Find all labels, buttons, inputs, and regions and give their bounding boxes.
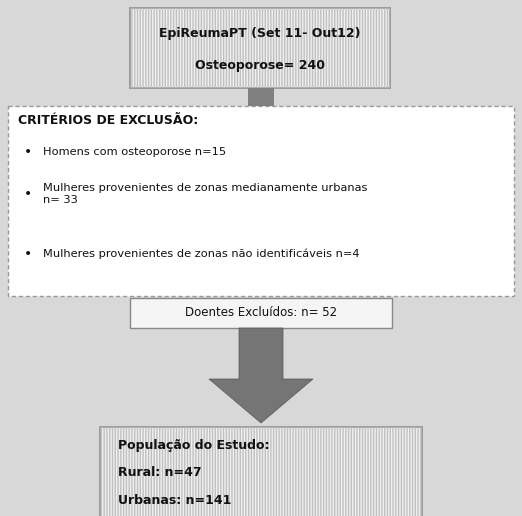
Bar [130,8,390,88]
Text: •: • [24,187,32,201]
Bar [130,298,392,328]
Bar [248,88,274,106]
Text: CRITÉRIOS DE EXCLUSÃO:: CRITÉRIOS DE EXCLUSÃO: [18,114,198,126]
Text: •: • [24,247,32,261]
Bar [100,427,422,516]
Polygon shape [209,328,313,423]
Text: Rural: n=47: Rural: n=47 [118,466,201,479]
Text: Doentes Excluídos: n= 52: Doentes Excluídos: n= 52 [185,307,337,319]
Text: EpiReumaPT (Set 11- Out12): EpiReumaPT (Set 11- Out12) [159,27,361,40]
Bar [8,106,514,296]
Text: •: • [24,145,32,159]
Text: Mulheres provenientes de zonas medianamente urbanas
n= 33: Mulheres provenientes de zonas medianame… [43,183,367,205]
Text: Mulheres provenientes de zonas não identificáveis n=4: Mulheres provenientes de zonas não ident… [43,249,360,259]
Bar [100,427,422,516]
Bar [130,8,390,88]
Text: População do Estudo:: População do Estudo: [118,439,269,452]
Text: Urbanas: n=141: Urbanas: n=141 [118,494,231,508]
Text: Homens com osteoporose n=15: Homens com osteoporose n=15 [43,147,226,157]
Text: Osteoporose= 240: Osteoporose= 240 [195,59,325,73]
